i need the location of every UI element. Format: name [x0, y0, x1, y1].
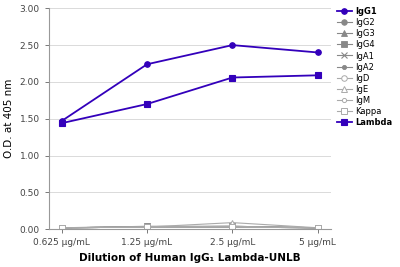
Y-axis label: O.D. at 405 nm: O.D. at 405 nm	[4, 79, 14, 158]
Legend: IgG1, IgG2, IgG3, IgG4, IgA1, IgA2, IgD, IgE, IgM, Kappa, Lambda: IgG1, IgG2, IgG3, IgG4, IgA1, IgA2, IgD,…	[334, 4, 396, 130]
X-axis label: Dilution of Human IgG₁ Lambda-UNLB: Dilution of Human IgG₁ Lambda-UNLB	[79, 253, 300, 263]
